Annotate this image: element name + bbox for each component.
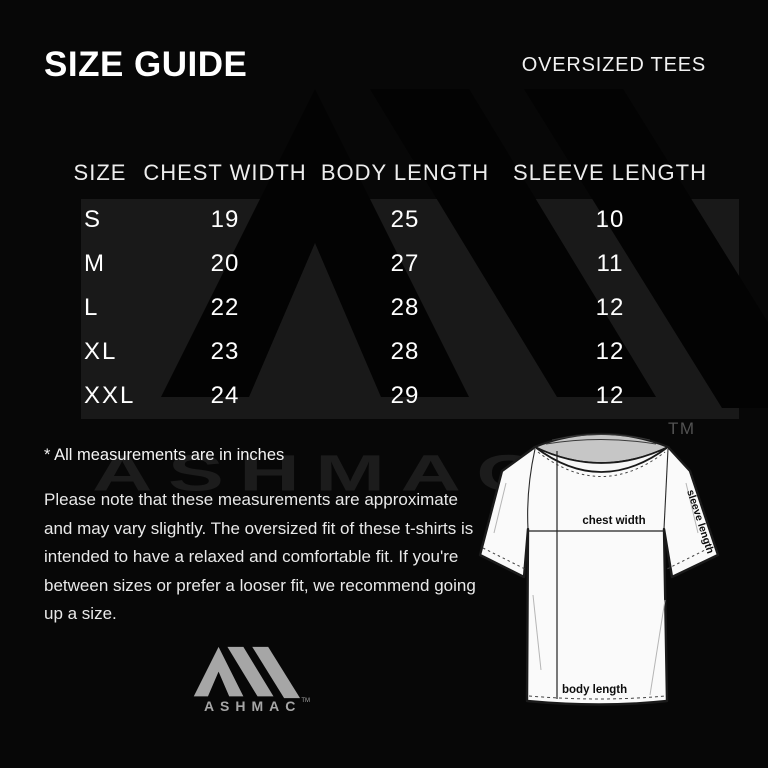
sleeve-value: 11	[596, 250, 624, 277]
collar-band	[534, 446, 669, 473]
brand-trademark-text: TM	[301, 698, 311, 704]
size-label: L	[84, 294, 100, 321]
column-header-chest: CHEST WIDTH	[143, 160, 307, 185]
size-table-header: SIZE CHEST WIDTH BODY LENGTH SLEEVE LENG…	[60, 156, 720, 190]
collar-rib-line	[545, 439, 657, 445]
chest-value: 20	[210, 250, 240, 277]
fabric-crease	[532, 594, 542, 671]
size-table: SIZE CHEST WIDTH BODY LENGTH SLEEVE LENG…	[60, 156, 720, 418]
brand-footer: ASHMAC TM	[192, 645, 316, 714]
cuff-stitch-left	[482, 547, 526, 570]
watermark-trademark-text: TM	[668, 419, 696, 438]
sleeve-value: 12	[595, 338, 625, 365]
armhole-seam-left	[527, 448, 536, 530]
units-footnote: * All measurements are in inches	[44, 446, 285, 464]
column-header-sleeve: SLEEVE LENGTH	[513, 160, 707, 185]
body-value: 28	[390, 294, 420, 321]
page-title: SIZE GUIDE	[44, 45, 248, 84]
sleeve-value: 12	[595, 294, 625, 321]
sleeve-value: 12	[595, 382, 625, 409]
fabric-crease	[493, 482, 507, 534]
column-header-body: BODY LENGTH	[320, 160, 490, 185]
chest-value: 22	[210, 294, 240, 321]
body-value: 29	[390, 382, 420, 409]
tshirt-diagram: chest width sleeve length body length	[478, 432, 720, 706]
table-row: L 22 28 12	[60, 286, 720, 330]
sleeve-value: 10	[595, 206, 625, 233]
tshirt-outline	[478, 432, 720, 706]
body-value: 27	[390, 250, 420, 277]
chest-width-label: chest width	[582, 515, 645, 527]
chest-value: 19	[210, 206, 240, 233]
table-row: S 19 25 10	[60, 198, 720, 242]
body-value: 25	[390, 206, 420, 233]
fit-disclaimer-paragraph: Please note that these measurements are …	[44, 490, 476, 623]
size-label: S	[84, 206, 103, 233]
collar-rib-line	[551, 434, 651, 441]
page-subtitle: OVERSIZED TEES	[521, 54, 706, 76]
chest-value: 23	[210, 338, 240, 365]
collar-stitch	[537, 451, 666, 477]
cuff-stitch-right	[666, 547, 710, 570]
body-value: 28	[390, 338, 420, 365]
fabric-crease	[685, 482, 699, 534]
body-length-label: body length	[562, 684, 627, 696]
armhole-seam-right	[663, 448, 669, 530]
table-row: XXL 24 29 12	[60, 374, 720, 418]
size-label: M	[84, 250, 106, 277]
table-row: M 20 27 11	[60, 242, 720, 286]
fabric-crease	[649, 599, 666, 696]
ashmac-logo-icon	[193, 646, 301, 699]
table-row: XL 23 28 12	[60, 330, 720, 374]
size-label: XXL	[84, 382, 136, 409]
hem-stitch	[528, 695, 666, 700]
size-label: XL	[84, 338, 118, 365]
chest-value: 24	[210, 382, 240, 409]
brand-name-text: ASHMAC	[203, 698, 302, 714]
background-text-watermark: ASHMAC	[92, 444, 553, 502]
size-table-body: S 19 25 10 M 20 27 11 L 22 28 12 XL 23 2…	[60, 198, 720, 418]
column-header-size: SIZE	[73, 160, 127, 185]
